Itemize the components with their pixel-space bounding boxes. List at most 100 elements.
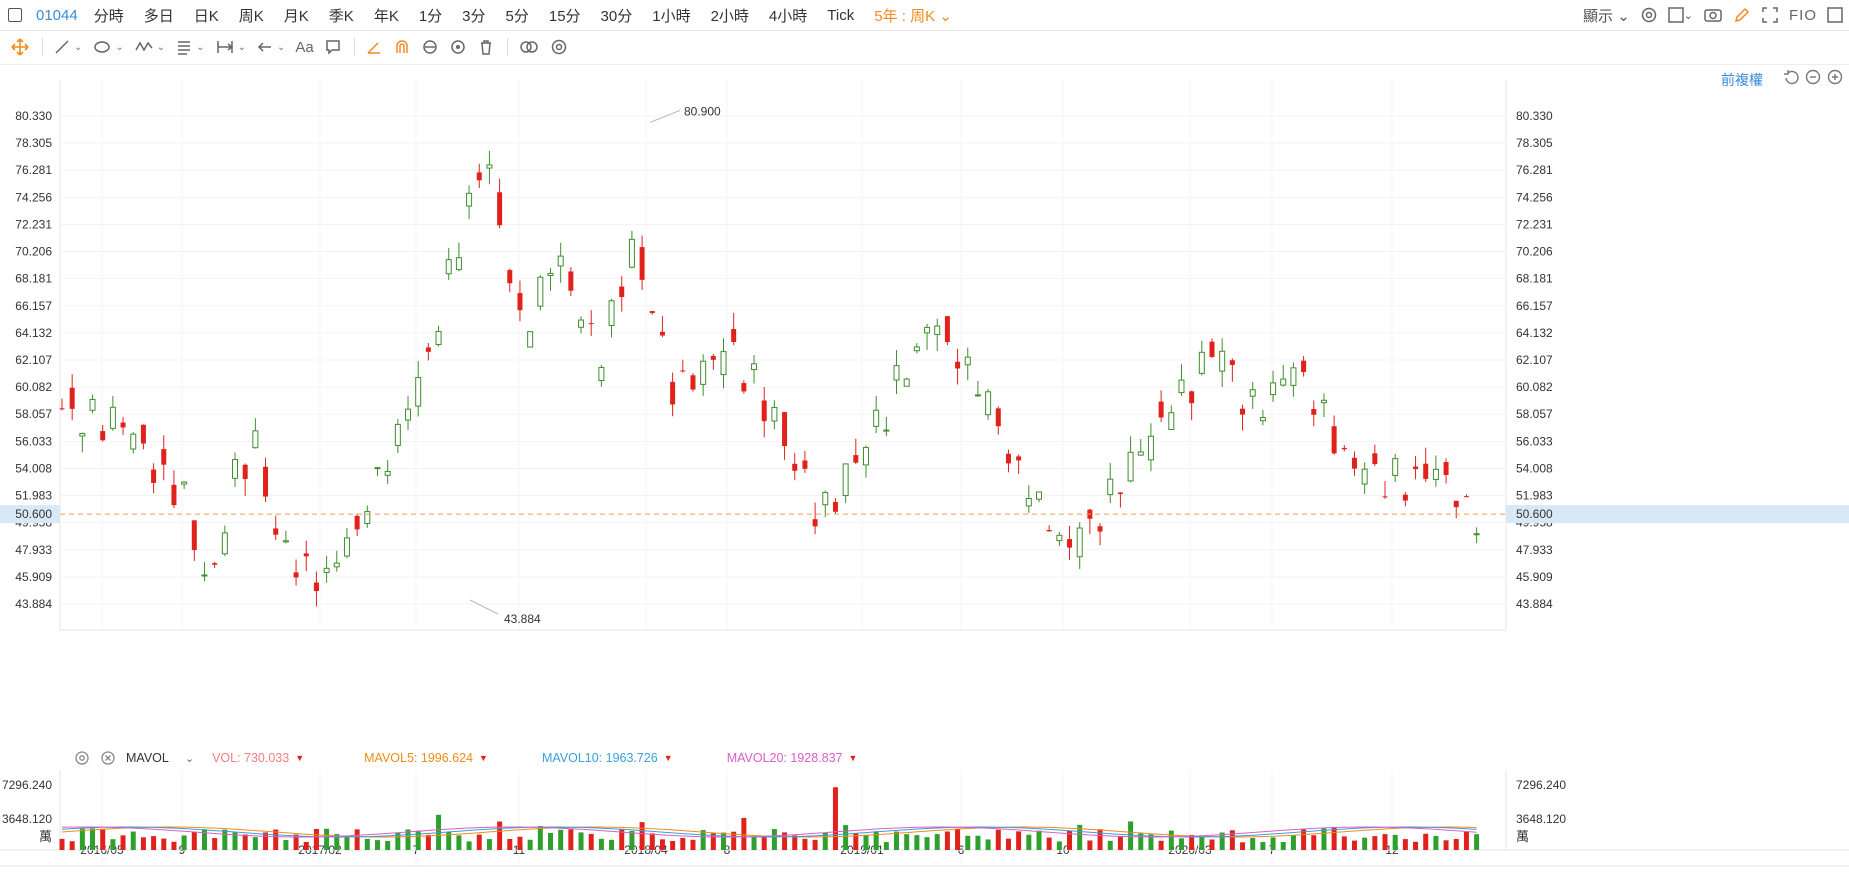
y-tick-label-right: 45.909: [1516, 570, 1553, 584]
magnet-tool[interactable]: [393, 36, 411, 58]
current-price-label-right: 50.600: [1516, 507, 1553, 521]
volume-bar: [1301, 829, 1307, 850]
close-icon[interactable]: [100, 750, 116, 766]
zoom-in-icon[interactable]: [1827, 69, 1843, 85]
timeframe-tab[interactable]: 4小時: [768, 7, 808, 25]
timeframe-tab[interactable]: 1分: [418, 7, 443, 25]
window-icon[interactable]: [1827, 7, 1843, 23]
volume-bar: [598, 838, 604, 850]
volume-bar: [690, 839, 696, 850]
text-tool[interactable]: Aa: [295, 36, 313, 58]
range-selector[interactable]: 5年 : 周K ⌄: [874, 5, 952, 26]
timeframe-tab[interactable]: 年K: [373, 7, 399, 25]
volume-chart[interactable]: 2016/0592017/027112018/0482019/016102020…: [0, 770, 1849, 877]
candle-body: [1372, 453, 1378, 465]
low-annotation-label: 43.884: [504, 612, 541, 626]
volume-bar: [405, 829, 411, 850]
compare-icon: [519, 41, 538, 53]
timeframe-tab[interactable]: 日K: [193, 7, 219, 25]
chevron-down-icon[interactable]: ⌄: [184, 752, 195, 765]
candle-body: [670, 381, 676, 405]
y-tick-label-left: 76.281: [15, 163, 52, 177]
candle-body: [822, 492, 829, 506]
ruler-tool[interactable]: [365, 36, 383, 58]
candlestick-chart[interactable]: 80.330 80.330 78.305 78.305 76.281 76.281 74.2…: [0, 80, 1849, 745]
timeframe-tab[interactable]: 季K: [328, 7, 354, 25]
volume-bar: [374, 840, 380, 850]
timeframe-tab[interactable]: 2小時: [710, 7, 749, 25]
candle-body: [343, 537, 350, 557]
wave-tool[interactable]: ⌄: [134, 36, 165, 58]
line-tool[interactable]: ⌄: [53, 36, 82, 58]
volume-bar: [761, 836, 767, 850]
settings-icon[interactable]: [74, 750, 90, 766]
zoom-out-icon[interactable]: [1805, 69, 1821, 85]
candle-body: [425, 347, 431, 352]
candle-body: [1361, 468, 1368, 485]
timeframe-tab[interactable]: 15分: [548, 7, 581, 25]
fio-button[interactable]: FIO: [1789, 6, 1817, 24]
candle-body: [1016, 456, 1022, 461]
volume-bar: [517, 836, 523, 850]
current-price-badge-left: [0, 505, 60, 524]
candle-body: [782, 412, 788, 446]
timeframe-tab[interactable]: 1小時: [652, 7, 691, 25]
symbol-code[interactable]: 01044: [36, 6, 78, 24]
comment-tool[interactable]: [324, 36, 342, 58]
candle-body: [792, 463, 798, 471]
price-adjust-toggle[interactable]: 前複權: [1721, 72, 1763, 88]
volume-bar: [476, 834, 482, 850]
timeframe-tab[interactable]: 月K: [283, 7, 309, 25]
volume-bar: [639, 822, 645, 850]
candle-body: [1413, 466, 1419, 470]
timeframe-tab[interactable]: 3分: [462, 7, 486, 25]
vol-value: VOL: 730.033: [212, 751, 290, 765]
volume-bar: [649, 833, 655, 850]
layout-menu[interactable]: ⌄: [1668, 7, 1693, 23]
reset-icon[interactable]: [1783, 69, 1799, 85]
display-menu[interactable]: 顯示 ⌄: [1583, 5, 1630, 26]
volume-bar: [140, 837, 146, 850]
timeframe-tab[interactable]: 分時: [93, 7, 124, 25]
y-tick-label-left: 78.305: [15, 136, 52, 150]
y-tick-label-right: 58.057: [1516, 407, 1553, 421]
measure-tool[interactable]: ⌄: [215, 36, 246, 58]
volume-bar: [1270, 837, 1276, 850]
volume-bar: [415, 830, 421, 850]
timeframe-tab[interactable]: Tick: [827, 6, 855, 24]
candle-body: [1443, 462, 1449, 475]
toolbar-settings[interactable]: [550, 36, 568, 58]
delete-tool[interactable]: [477, 36, 495, 58]
sidebar-toggle-icon[interactable]: [8, 8, 22, 22]
fib-tool[interactable]: ⌄: [175, 36, 205, 58]
sync-tool[interactable]: [421, 36, 439, 58]
pencil-icon[interactable]: [1733, 6, 1751, 24]
square-icon: [1668, 7, 1684, 23]
fullscreen-icon[interactable]: [1761, 6, 1779, 24]
volume-bar: [1351, 840, 1357, 850]
cross-move-tool[interactable]: [10, 36, 30, 58]
compare-tool[interactable]: [518, 36, 540, 58]
y-tick-label-left: 43.884: [15, 597, 52, 611]
candle-body: [1240, 408, 1246, 415]
candle-body: [282, 540, 289, 543]
arrow-tool[interactable]: ⌄: [256, 36, 285, 58]
candle-body: [1117, 492, 1123, 495]
camera-icon[interactable]: [1703, 6, 1723, 24]
timeframe-tab[interactable]: 周K: [238, 7, 264, 25]
visibility-tool[interactable]: [449, 36, 467, 58]
shape-tool[interactable]: ⌄: [92, 36, 124, 58]
settings-icon[interactable]: [1640, 6, 1658, 24]
settings-icon: [551, 39, 566, 55]
volume-bar: [588, 833, 594, 850]
volume-bar: [1036, 830, 1042, 850]
y-tick-label-right: 62.107: [1516, 353, 1553, 367]
candle-body: [1198, 351, 1205, 374]
indicator-name[interactable]: MAVOL: [126, 751, 169, 765]
shape-icon: [94, 41, 111, 53]
timeframe-tab[interactable]: 多日: [143, 7, 174, 25]
timeframe-tab[interactable]: 30分: [600, 7, 633, 25]
candle-body: [59, 408, 65, 410]
sync-icon: [422, 40, 437, 54]
timeframe-tab[interactable]: 5分: [505, 7, 529, 25]
